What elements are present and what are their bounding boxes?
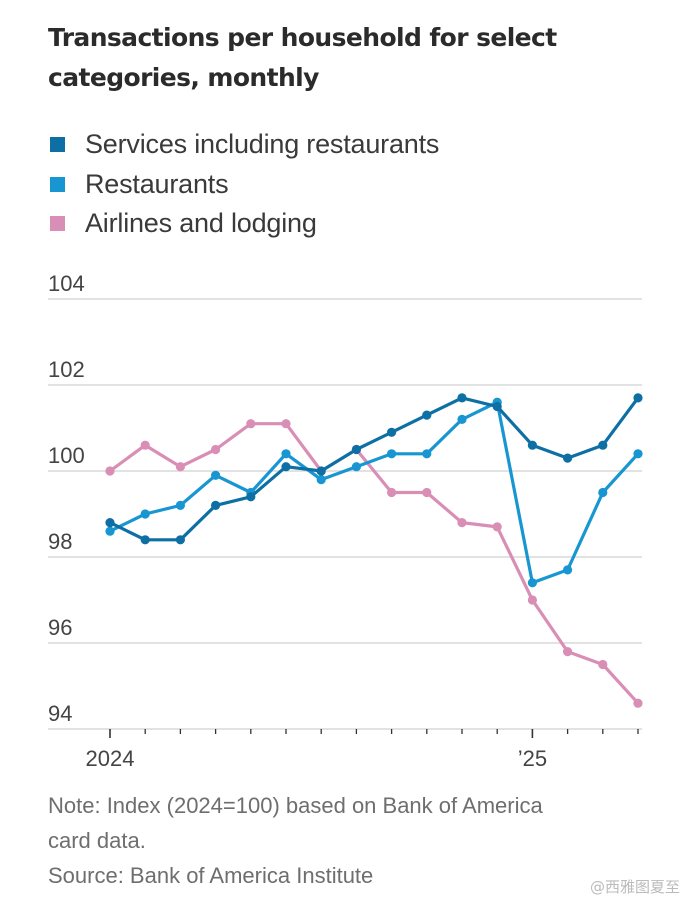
data-point xyxy=(246,492,256,502)
y-tick-label: 102 xyxy=(48,357,85,382)
data-point xyxy=(598,440,608,450)
data-point xyxy=(105,518,115,528)
y-tick-label: 100 xyxy=(48,443,85,468)
data-point xyxy=(422,449,432,459)
chart-title-line-2: categories, monthly xyxy=(48,63,319,92)
y-axis-tick-labels: 104 102 100 98 96 94 xyxy=(48,271,85,726)
data-point xyxy=(175,462,185,472)
data-point xyxy=(387,427,397,437)
data-point xyxy=(598,487,608,498)
chart-title: Transactions per household for select ca… xyxy=(48,18,648,98)
x-tick-label: ’25 xyxy=(518,746,547,771)
data-point xyxy=(140,509,150,519)
data-point xyxy=(598,659,608,670)
source-text: Source: Bank of America Institute xyxy=(48,863,374,888)
data-point xyxy=(563,453,573,463)
data-point xyxy=(527,595,538,605)
legend-label-restaurants: Restaurants xyxy=(85,168,229,199)
legend-item-services: Services including restaurants xyxy=(50,125,439,165)
data-point xyxy=(175,500,185,510)
gridlines xyxy=(48,298,642,730)
y-tick-label: 104 xyxy=(48,271,85,296)
series-line-restaurants xyxy=(108,400,640,585)
data-point xyxy=(281,449,291,459)
data-point xyxy=(246,419,256,429)
series-airlines-and-lodging xyxy=(105,419,643,708)
chart-notes: Note: Index (2024=100) based on Bank of … xyxy=(48,788,648,893)
data-point xyxy=(316,475,326,485)
data-point xyxy=(211,470,221,480)
legend-item-airlines: Airlines and lodging xyxy=(50,204,439,244)
data-point xyxy=(140,440,150,450)
data-point xyxy=(211,444,221,455)
data-point xyxy=(140,535,150,545)
data-point xyxy=(211,500,221,510)
data-point xyxy=(633,698,643,708)
data-point xyxy=(633,449,643,459)
data-point xyxy=(105,466,115,476)
data-point xyxy=(457,414,467,424)
legend-swatch-airlines xyxy=(50,216,65,232)
data-point xyxy=(316,466,326,476)
watermark: @西雅图夏至 xyxy=(589,878,680,896)
y-tick-label: 98 xyxy=(48,529,72,554)
data-point xyxy=(105,526,115,536)
note-text-line-2: card data. xyxy=(48,828,146,853)
legend: Services including restaurants Restauran… xyxy=(50,125,439,244)
data-point xyxy=(527,578,538,588)
data-point xyxy=(492,401,502,412)
x-axis: 2024 ’25 xyxy=(86,729,639,771)
legend-label-airlines: Airlines and lodging xyxy=(85,208,317,239)
data-point xyxy=(492,522,502,532)
series-line-airlines-and-lodging xyxy=(108,422,640,705)
data-point xyxy=(563,565,573,575)
series-line-services-including-restaurants xyxy=(108,396,640,542)
legend-item-restaurants: Restaurants xyxy=(50,165,439,205)
legend-label-services: Services including restaurants xyxy=(85,129,440,160)
series-lines xyxy=(105,393,643,708)
data-point xyxy=(422,487,432,498)
legend-swatch-restaurants xyxy=(50,176,65,192)
data-point xyxy=(387,449,397,459)
y-tick-label: 94 xyxy=(48,701,72,726)
data-point xyxy=(175,535,185,545)
chart-title-line-1: Transactions per household for select xyxy=(48,23,557,52)
data-point xyxy=(387,487,397,498)
series-restaurants xyxy=(105,397,643,588)
data-point xyxy=(422,410,432,420)
data-point xyxy=(457,518,467,528)
data-point xyxy=(281,419,291,429)
data-point xyxy=(527,440,538,450)
data-point xyxy=(633,393,643,403)
x-tick-label: 2024 xyxy=(86,746,135,771)
data-point xyxy=(281,462,291,472)
data-point xyxy=(351,462,361,472)
note-text-line-1: Note: Index (2024=100) based on Bank of … xyxy=(48,793,543,818)
legend-swatch-services xyxy=(50,137,65,153)
series-services-including-restaurants xyxy=(105,393,643,545)
data-point xyxy=(457,393,467,403)
data-point xyxy=(563,647,573,657)
data-point xyxy=(351,444,361,455)
y-tick-label: 96 xyxy=(48,615,72,640)
